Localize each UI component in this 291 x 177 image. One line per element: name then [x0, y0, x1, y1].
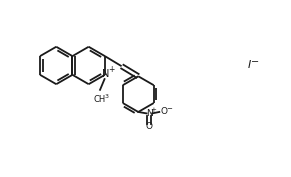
- Text: +: +: [108, 65, 114, 75]
- Text: O: O: [146, 122, 153, 131]
- Text: CH: CH: [93, 95, 106, 104]
- Text: 3: 3: [104, 94, 108, 99]
- Text: O: O: [160, 107, 167, 116]
- Text: I: I: [248, 61, 251, 70]
- Text: −: −: [166, 105, 172, 112]
- Text: −: −: [251, 57, 260, 67]
- Text: +: +: [150, 107, 156, 113]
- Text: N: N: [146, 109, 152, 118]
- Text: N: N: [102, 69, 109, 79]
